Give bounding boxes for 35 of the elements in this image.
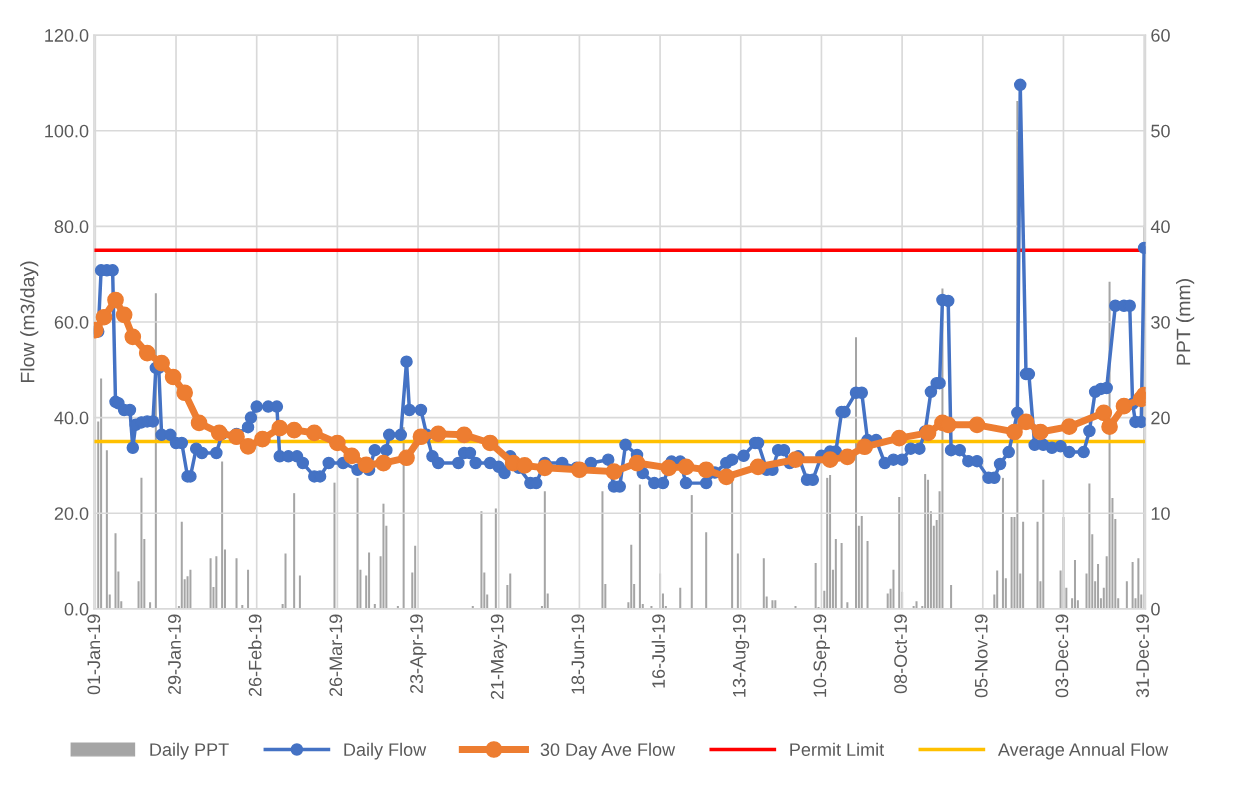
x-tick-label: 23-Apr-19 — [410, 614, 427, 694]
x-tick-label: 16-Jul-19 — [651, 614, 665, 688]
y2-tick-label: 60 — [1151, 29, 1170, 42]
x-tick-label: 29-Jan-19 — [168, 614, 181, 695]
legend-label: Daily PPT — [150, 742, 229, 760]
x-tick-label: 31-Dec-19 — [1136, 614, 1149, 698]
y2-tick-label: 40 — [1150, 220, 1170, 234]
y-tick-label: 120.0 — [45, 29, 89, 42]
y2-tick-label: 30 — [1151, 315, 1170, 329]
y2-tick-label: 0 — [1151, 602, 1160, 616]
x-tick-label: 03-Dec-19 — [1055, 614, 1069, 698]
y-axis-title: Flow (m3/day) — [20, 261, 39, 382]
x-tick-label: 13-Aug-19 — [732, 614, 750, 697]
x-tick-label: 10-Sep-19 — [813, 614, 830, 697]
y2-tick-label: 10 — [1151, 507, 1170, 520]
x-tick-label: 05-Nov-19 — [974, 614, 988, 698]
legend-label: Permit Limit — [790, 742, 885, 757]
x-tick-label: 08-Oct-19 — [894, 614, 907, 694]
x-tick-label: 21-May-19 — [490, 614, 508, 700]
x-tick-label: 18-Jun-19 — [571, 614, 585, 694]
y2-tick-label: 50 — [1151, 124, 1170, 138]
y-tick-label: 100.0 — [45, 124, 89, 138]
y-tick-label: 60.0 — [54, 315, 89, 329]
x-tick-label: 26-Feb-19 — [248, 614, 262, 697]
x-tick-label: 26-Mar-19 — [329, 614, 343, 697]
y-tick-label: 80.0 — [54, 220, 89, 234]
x-tick-label: 01-Jan-19 — [87, 614, 101, 695]
legend-label: Daily Flow — [344, 742, 427, 760]
y-tick-label: 0.0 — [64, 602, 89, 616]
y-tick-label: 40.0 — [54, 411, 89, 425]
legend-label: Average Annual Flow — [997, 742, 1169, 760]
y2-tick-label: 20 — [1151, 411, 1170, 425]
y-tick-label: 20.0 — [54, 507, 89, 520]
legend-label: 30 Day Ave Flow — [540, 742, 676, 760]
y2-axis-title: PPT (mm) — [1176, 279, 1195, 365]
